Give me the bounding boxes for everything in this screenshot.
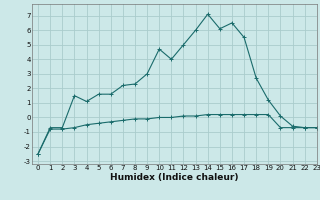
X-axis label: Humidex (Indice chaleur): Humidex (Indice chaleur) [110,173,239,182]
